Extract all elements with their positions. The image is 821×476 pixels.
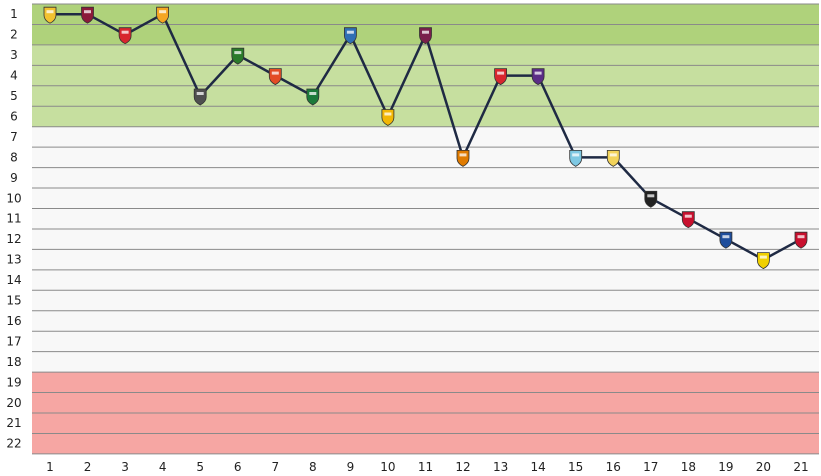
y-tick-label: 3: [10, 48, 18, 62]
x-tick-label: 19: [718, 460, 733, 474]
x-tick-label: 18: [681, 460, 696, 474]
x-tick-label: 8: [309, 460, 317, 474]
y-tick-label: 1: [10, 7, 18, 21]
y-tick-label: 18: [6, 355, 21, 369]
crest-stripe-icon: [572, 153, 580, 157]
x-tick-label: 10: [380, 460, 395, 474]
team-crest-marker: [569, 149, 583, 167]
team-crest-marker: [681, 211, 695, 229]
x-tick-label: 9: [347, 460, 355, 474]
crest-stripe-icon: [309, 92, 317, 95]
x-tick-label: 11: [418, 460, 433, 474]
team-crest-marker: [306, 88, 320, 106]
y-tick-label: 4: [10, 69, 18, 83]
crest-stripe-icon: [534, 71, 542, 75]
team-crest-marker: [494, 68, 508, 86]
team-crest-marker: [193, 88, 207, 106]
team-crest-marker: [156, 6, 170, 24]
crest-stripe-icon: [196, 92, 204, 95]
crest-stripe-icon: [684, 214, 692, 218]
y-tick-label: 15: [6, 294, 21, 308]
crest-stripe-icon: [459, 153, 467, 157]
crest-stripe-icon: [159, 10, 167, 14]
y-tick-label: 11: [6, 212, 21, 226]
y-tick-label: 8: [10, 150, 18, 164]
x-tick-label: 17: [643, 460, 658, 474]
y-tick-label: 22: [6, 437, 21, 451]
crest-stripe-icon: [797, 235, 805, 239]
x-tick-label: 12: [455, 460, 470, 474]
crest-stripe-icon: [759, 255, 767, 259]
team-crest-marker: [231, 47, 245, 65]
team-crest-marker: [381, 109, 395, 126]
team-crest-marker: [81, 6, 94, 24]
x-axis-ticks: 1 2 3 4 5 6 7 8 9 10 11 12 13 14 15 16 17 18 19 20 21: [46, 460, 808, 474]
crest-stripe-icon: [609, 153, 617, 157]
crest-stripe-icon: [422, 30, 429, 34]
crest-stripe-icon: [346, 30, 354, 34]
crest-stripe-icon: [647, 194, 655, 198]
y-tick-label: 20: [6, 396, 21, 410]
x-tick-label: 20: [756, 460, 771, 474]
x-tick-label: 21: [793, 460, 808, 474]
team-crest-marker: [419, 27, 432, 45]
x-tick-label: 1: [46, 460, 54, 474]
crest-stripe-icon: [271, 71, 279, 75]
y-tick-label: 2: [10, 28, 18, 42]
grid-lines: [32, 3, 819, 455]
team-crest-marker: [531, 68, 545, 86]
y-tick-label: 5: [10, 89, 18, 103]
y-tick-label: 19: [6, 375, 21, 389]
team-crest-marker: [644, 190, 658, 208]
y-tick-label: 12: [6, 232, 21, 246]
x-tick-label: 6: [234, 460, 242, 474]
crest-stripe-icon: [234, 51, 242, 55]
crest-stripe-icon: [497, 71, 505, 75]
x-tick-label: 16: [606, 460, 621, 474]
crest-stripe-icon: [722, 235, 730, 239]
crest-stripe-icon: [84, 10, 91, 14]
y-tick-label: 6: [10, 109, 18, 123]
y-tick-label: 17: [6, 334, 21, 348]
y-tick-label: 21: [6, 416, 21, 430]
team-crest-marker: [343, 27, 357, 45]
x-tick-label: 15: [568, 460, 583, 474]
x-tick-label: 7: [271, 460, 279, 474]
x-tick-label: 13: [493, 460, 508, 474]
crest-stripe-icon: [121, 30, 129, 34]
y-tick-label: 16: [6, 314, 21, 328]
team-crest-marker: [118, 27, 132, 45]
x-tick-label: 2: [84, 460, 92, 474]
team-markers: [43, 6, 808, 270]
team-crest-marker: [268, 68, 282, 86]
team-crest-marker: [719, 231, 733, 249]
y-tick-label: 10: [6, 191, 21, 205]
x-tick-label: 14: [531, 460, 546, 474]
y-tick-label: 7: [10, 130, 18, 144]
team-crest-marker: [456, 149, 470, 167]
crest-stripe-icon: [46, 10, 54, 14]
y-tick-label: 14: [6, 273, 21, 287]
team-crest-marker: [794, 231, 808, 249]
team-crest-marker: [43, 6, 57, 24]
y-tick-label: 13: [6, 253, 21, 267]
x-tick-label: 4: [159, 460, 167, 474]
team-crest-marker: [757, 252, 770, 270]
team-crest-marker: [606, 149, 620, 167]
x-tick-label: 3: [121, 460, 129, 474]
crest-stripe-icon: [384, 112, 392, 116]
x-tick-label: 5: [196, 460, 204, 474]
y-tick-label: 9: [10, 171, 18, 185]
